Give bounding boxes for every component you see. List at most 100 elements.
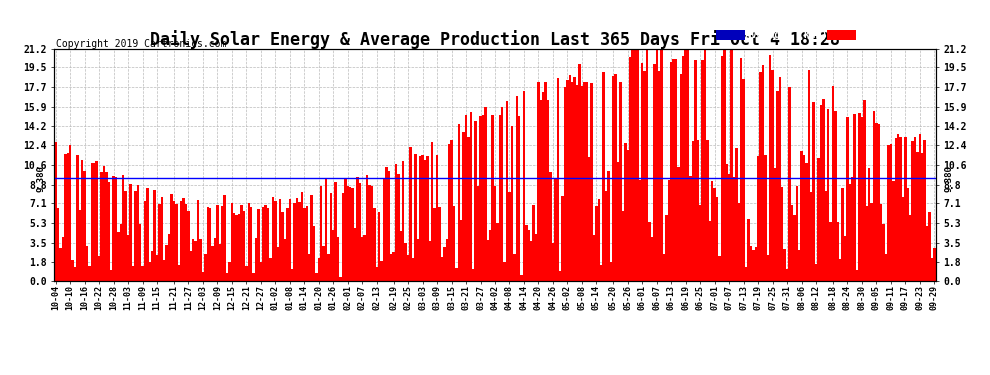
Bar [380, 261, 383, 281]
Bar [113, 176, 115, 281]
Bar [813, 102, 815, 281]
Bar [190, 251, 192, 281]
Bar [808, 70, 810, 281]
Bar [315, 273, 318, 281]
Bar [711, 181, 714, 281]
Bar [916, 153, 919, 281]
Bar [617, 162, 620, 281]
Bar [486, 240, 489, 281]
Bar [83, 171, 86, 281]
Bar [721, 56, 723, 281]
Bar [776, 91, 779, 281]
Bar [754, 248, 757, 281]
Bar [293, 202, 296, 281]
Bar [64, 154, 66, 281]
Bar [706, 140, 709, 281]
Bar [441, 257, 444, 281]
Bar [523, 91, 525, 281]
Bar [516, 96, 518, 281]
Bar [543, 92, 545, 281]
Bar [462, 132, 465, 281]
Bar [880, 204, 882, 281]
Bar [125, 190, 127, 281]
Bar [803, 154, 805, 281]
Bar [291, 269, 293, 281]
Bar [137, 185, 139, 281]
Bar [163, 260, 165, 281]
Bar [494, 186, 496, 281]
Bar [632, 49, 634, 281]
Bar [766, 255, 769, 281]
Bar [764, 155, 766, 281]
Bar [629, 57, 632, 281]
Bar [61, 237, 64, 281]
Bar [199, 238, 202, 281]
Bar [197, 200, 199, 281]
Bar [424, 160, 427, 281]
Bar [91, 163, 93, 281]
Bar [504, 262, 506, 281]
Bar [248, 203, 250, 281]
Bar [250, 207, 252, 281]
Bar [298, 202, 301, 281]
Bar [842, 188, 843, 281]
Bar [202, 272, 204, 281]
Bar [496, 223, 499, 281]
Bar [93, 163, 95, 281]
Bar [346, 186, 348, 281]
Bar [860, 117, 863, 281]
Bar [667, 180, 670, 281]
Bar [598, 199, 600, 281]
Bar [749, 246, 752, 281]
Bar [323, 246, 325, 281]
Bar [313, 225, 315, 281]
Bar [345, 178, 346, 281]
Bar [827, 109, 830, 281]
Bar [759, 72, 761, 281]
Bar [645, 49, 648, 281]
Bar [436, 155, 439, 281]
Bar [573, 77, 576, 281]
Bar [431, 142, 434, 281]
Bar [914, 137, 916, 281]
Bar [296, 198, 298, 281]
Bar [561, 196, 563, 281]
Bar [472, 269, 474, 281]
Bar [563, 87, 566, 281]
Bar [895, 138, 897, 281]
Bar [752, 249, 754, 281]
Bar [467, 136, 469, 281]
Bar [214, 238, 216, 281]
Bar [846, 117, 848, 281]
Bar [477, 186, 479, 281]
Bar [658, 71, 660, 281]
Bar [660, 49, 662, 281]
Bar [335, 182, 337, 281]
Bar [241, 205, 243, 281]
Bar [912, 141, 914, 281]
Bar [865, 206, 868, 281]
Bar [160, 197, 163, 281]
Bar [155, 255, 158, 281]
Bar [165, 245, 168, 281]
Bar [607, 171, 610, 281]
Bar [419, 156, 422, 281]
Bar [402, 161, 405, 281]
Bar [822, 99, 825, 281]
Bar [264, 205, 267, 281]
Bar [98, 256, 100, 281]
Bar [132, 266, 134, 281]
Bar [375, 267, 378, 281]
Bar [843, 236, 846, 281]
Bar [581, 86, 583, 281]
Bar [624, 143, 627, 281]
Bar [620, 82, 622, 281]
Bar [122, 175, 125, 281]
Bar [366, 175, 368, 281]
Bar [687, 49, 689, 281]
Bar [783, 249, 786, 281]
Bar [793, 214, 796, 281]
Bar [622, 211, 624, 281]
Bar [373, 209, 375, 281]
Bar [820, 105, 822, 281]
